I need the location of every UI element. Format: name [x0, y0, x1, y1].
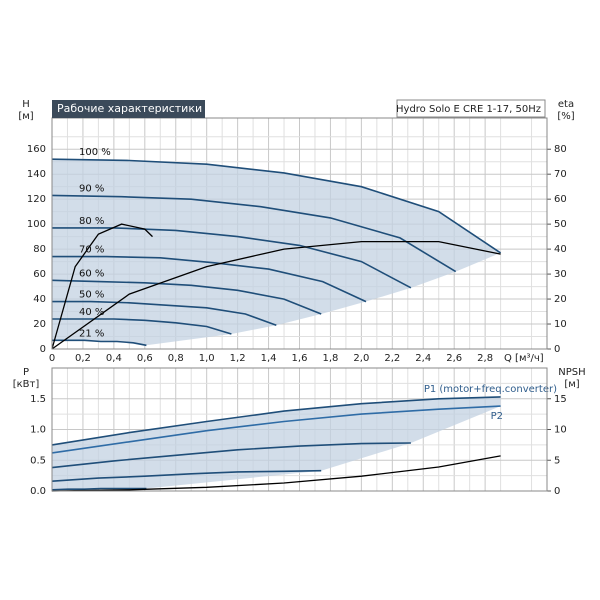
y2-tick-label: 0: [554, 344, 560, 355]
x-tick-label: 0,8: [168, 353, 184, 364]
y2-axis-unit: [%]: [557, 111, 574, 122]
y-tick-label: 40: [33, 294, 46, 305]
y-tick-label: 0.5: [30, 455, 46, 466]
x-tick-label: 2,8: [477, 353, 493, 364]
subtitle-box: [396, 99, 546, 118]
y2-tick-label: 40: [554, 244, 567, 255]
y-tick-label: 80: [33, 244, 46, 255]
x-tick-label: 1,4: [261, 353, 277, 364]
y-tick-label: 1.0: [30, 425, 46, 436]
y-tick-label: 160: [27, 144, 46, 155]
y-axis-label: H: [22, 99, 30, 110]
operating-region: [52, 396, 501, 490]
curve: [52, 255, 367, 303]
y2-axis-unit: [м]: [564, 379, 579, 390]
x-tick-label: 1,8: [322, 353, 338, 364]
y2-tick-label: 80: [554, 144, 567, 155]
y2-tick-label: 10: [554, 425, 567, 436]
title-box: [52, 100, 205, 118]
operating-region: [52, 159, 501, 346]
series-label: 80 %: [79, 216, 104, 227]
y2-tick-label: 60: [554, 194, 567, 205]
y-tick-label: 1.5: [30, 394, 46, 405]
curve: [51, 279, 322, 315]
y2-tick-label: 0: [554, 486, 560, 497]
x-tick-label: 2,4: [415, 353, 431, 364]
y-tick-label: 120: [27, 194, 46, 205]
y2-tick-label: 10: [554, 319, 567, 330]
series-label: P2: [491, 411, 503, 422]
series-label: 50 %: [79, 290, 104, 301]
y2-tick-label: 30: [554, 269, 567, 280]
x-tick-label: 0,6: [137, 353, 153, 364]
curve: [52, 300, 277, 327]
plot-border: [51, 117, 548, 350]
x-tick-label: 0: [49, 353, 55, 364]
curve: [51, 194, 457, 273]
curve: [51, 487, 147, 491]
y-tick-label: 0: [40, 344, 46, 355]
chart-title: Рабочие характеристики: [57, 102, 202, 115]
y-tick-label: 60: [33, 269, 46, 280]
x-tick-label: 1,0: [199, 353, 215, 364]
series-label: 40 %: [79, 307, 104, 318]
y-tick-label: 0.0: [30, 486, 46, 497]
y2-tick-label: 70: [554, 169, 567, 180]
secondary-curve: [51, 240, 501, 350]
curve: [52, 318, 232, 335]
x-axis-label: Q [м³/ч]: [504, 353, 544, 364]
y2-axis-label: NPSH: [558, 367, 585, 378]
curve: [52, 339, 147, 347]
series-label: P1 (motor+freq.converter): [424, 384, 557, 395]
y2-tick-label: 5: [554, 455, 560, 466]
curve: [51, 442, 411, 469]
series-label: 70 %: [79, 245, 104, 256]
plots: 0 0,2 0,4 0,6 0,8 1,0 1,2 1,4 1,6 1,8 2,0 2,2 2,4 2,6…: [27, 117, 567, 497]
series-label: 100 %: [79, 147, 111, 158]
x-tick-label: 1,6: [292, 353, 308, 364]
x-tick-label: 0,4: [106, 353, 122, 364]
secondary-curve: [51, 455, 501, 492]
x-tick-label: 0,2: [75, 353, 91, 364]
x-tick-label: 1,2: [230, 353, 246, 364]
curve: [51, 469, 322, 482]
curve: [51, 158, 502, 254]
y2-tick-label: 15: [554, 394, 567, 405]
y2-axis-label: eta: [558, 99, 574, 110]
y-axis-label: P: [23, 367, 29, 378]
curve: [51, 405, 501, 454]
x-tick-label: 2,6: [446, 353, 462, 364]
y2-tick-label: 20: [554, 294, 567, 305]
y-tick-label: 140: [27, 169, 46, 180]
series-label: 21 %: [79, 328, 104, 339]
x-tick-label: 2,2: [384, 353, 400, 364]
y-tick-label: 20: [33, 319, 46, 330]
curve: [51, 396, 501, 446]
plot-border: [51, 367, 548, 492]
secondary-curve: [51, 223, 153, 350]
series-label: 60 %: [79, 268, 104, 279]
y-tick-label: 100: [27, 219, 46, 230]
x-tick-label: 2,0: [353, 353, 369, 364]
series-label: 90 %: [79, 183, 104, 194]
y2-tick-label: 50: [554, 219, 567, 230]
y-axis-unit: [м]: [18, 111, 33, 122]
chart-subtitle: Hydro Solo E CRE 1-17, 50Hz: [396, 104, 541, 115]
y-axis-unit: [кВт]: [13, 379, 40, 390]
